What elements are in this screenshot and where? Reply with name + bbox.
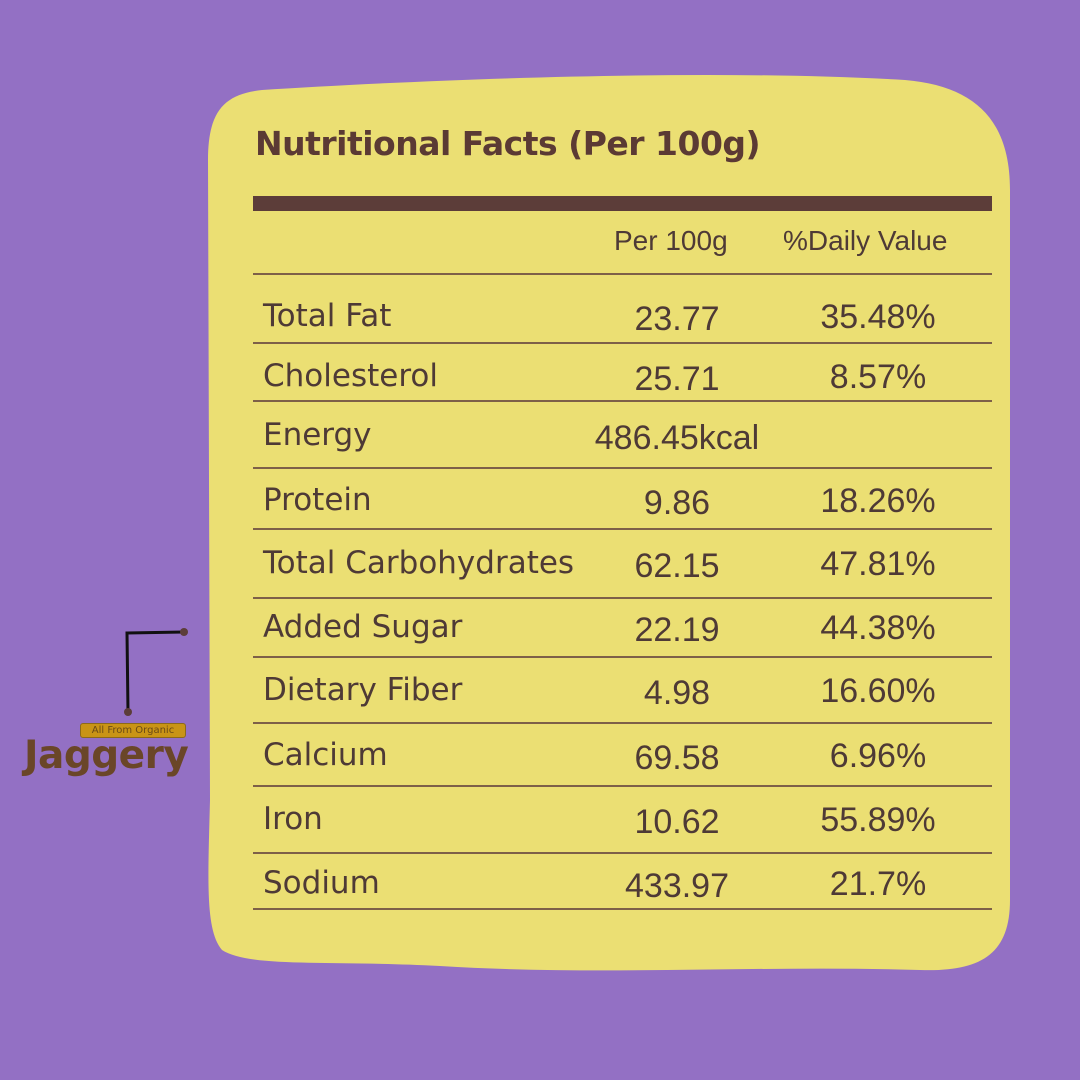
daily-value: 16.60% [820,672,936,710]
per-100g-value: 9.86 [643,484,711,522]
daily-value: 6.96% [829,737,927,775]
nutrient-name: Protein [263,482,372,518]
per-100g-value: 62.15 [634,547,720,585]
daily-value: 18.26% [820,482,936,520]
daily-value: 35.48% [820,298,936,336]
row-divider [253,467,992,469]
row-divider [253,400,992,402]
per-100g-value: 433.97 [625,867,729,905]
nutrient-name: Cholesterol [263,358,438,394]
daily-value: 8.57% [829,358,927,396]
logo-tagline: All From Organic [80,723,186,738]
per-100g-value: 10.62 [634,803,720,841]
nutrient-name: Total Fat [263,298,392,334]
per-100g-value: 69.58 [634,739,720,777]
per-100g-value: 25.71 [634,360,720,398]
nutrient-name: Dietary Fiber [263,672,463,708]
daily-value: 47.81% [820,545,936,583]
nutrient-name: Energy [263,417,372,453]
nutrient-name: Added Sugar [263,609,463,645]
daily-value: 55.89% [820,801,936,839]
title-divider [253,196,992,211]
nutrient-name: Iron [263,801,323,837]
row-divider [253,785,992,787]
nutrient-name: Calcium [263,737,388,773]
row-divider [253,273,992,275]
nutrient-name: Total Carbohydrates [263,545,575,581]
nutrition-title: Nutritional Facts (Per 100g) [255,124,761,163]
row-divider [253,852,992,854]
nutrient-name: Sodium [263,865,380,901]
per-100g-value: 4.98 [643,674,711,712]
row-divider [253,722,992,724]
per-100g-value: 486.45kcal [594,419,760,457]
column-header-per-100g: Per 100g [614,225,728,256]
logo-wordmark: Jaggery [24,733,189,778]
daily-value: 44.38% [820,609,936,647]
row-divider [253,908,992,910]
row-divider [253,656,992,658]
per-100g-value: 23.77 [634,300,720,338]
row-divider [253,597,992,599]
daily-value: 21.7% [829,865,927,903]
row-divider [253,528,992,530]
column-header-daily-value: %Daily Value [783,225,948,256]
row-divider [253,342,992,344]
per-100g-value: 22.19 [634,611,720,649]
